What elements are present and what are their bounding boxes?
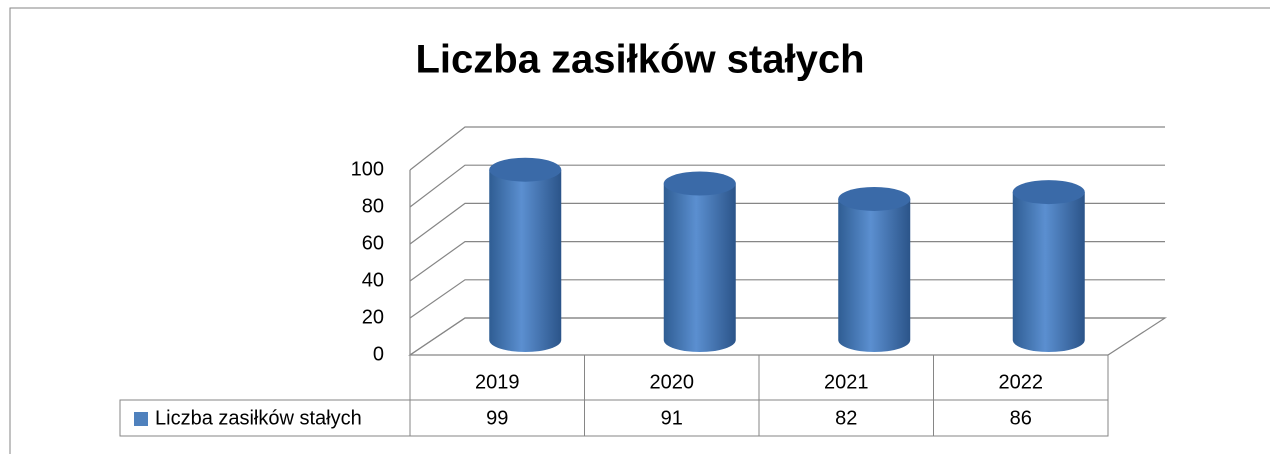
grid-line [409, 241, 1165, 282]
grid-line [409, 164, 1165, 208]
x-tick-label: 2022 [999, 371, 1044, 393]
cylinder-body [838, 198, 911, 352]
grid-line [409, 317, 1165, 356]
table-value: 99 [486, 407, 508, 429]
cylinder-body [663, 183, 736, 352]
bar [663, 171, 736, 352]
x-tick-label: 2020 [650, 371, 695, 393]
grid-line [409, 202, 1165, 245]
cylinder-top [838, 186, 911, 211]
grid-line [409, 279, 1165, 319]
grid-line [409, 126, 1165, 171]
y-tick-label: 60 [362, 232, 384, 254]
cylinder-body [1012, 192, 1085, 352]
cylinder-top [489, 157, 562, 182]
bar [838, 186, 911, 352]
table-value: 82 [835, 407, 857, 429]
y-tick-label: 100 [351, 158, 384, 180]
legend-swatch [134, 412, 148, 426]
cylinder-top [663, 171, 736, 196]
legend-label: Liczba zasiłków stałych [155, 407, 362, 429]
cylinder-top [1012, 180, 1085, 205]
y-tick-label: 20 [362, 306, 384, 328]
y-tick-label: 80 [362, 195, 384, 217]
x-tick-label: 2021 [824, 371, 869, 393]
chart-title: Liczba zasiłków stałych [415, 38, 864, 82]
x-tick-label: 2019 [475, 371, 520, 393]
bar [489, 157, 562, 352]
y-tick-label: 40 [362, 269, 384, 291]
y-tick-label: 0 [373, 343, 384, 365]
table-value: 86 [1010, 407, 1032, 429]
bar [1012, 180, 1085, 352]
cylinder-body [489, 169, 562, 352]
table-value: 91 [661, 407, 683, 429]
